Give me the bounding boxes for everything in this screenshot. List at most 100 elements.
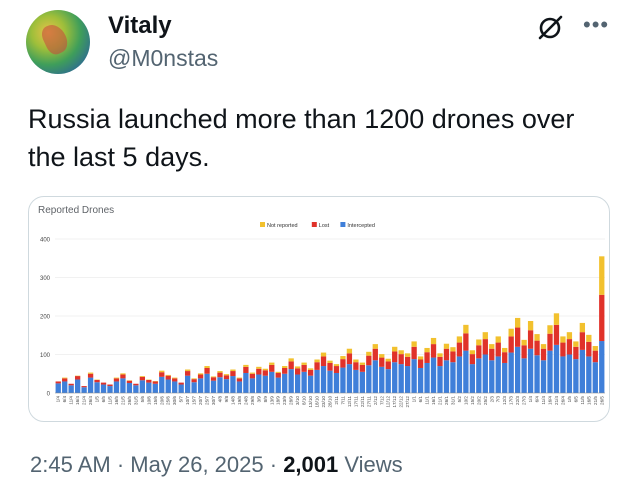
bar-not-reported [346, 348, 353, 354]
chart-title: Reported Drones [38, 205, 114, 216]
bar-lost [398, 354, 404, 365]
bar-intercepted [275, 377, 281, 393]
bar-intercepted [469, 364, 476, 393]
x-tick-label: 5/6 [140, 396, 145, 403]
more-icon[interactable]: ••• [583, 12, 610, 37]
bar-lost [178, 382, 184, 385]
bar-intercepted [100, 384, 107, 393]
x-tick-label: 7/3 [496, 396, 501, 403]
bar-lost [243, 366, 249, 373]
bar-lost [230, 371, 236, 377]
bar-lost [236, 378, 243, 382]
bar-intercepted [223, 379, 230, 393]
x-tick-label: 26/4 [88, 396, 93, 405]
bar-not-reported [320, 352, 327, 357]
x-tick-label: 31/5 [133, 396, 138, 405]
y-tick-label: 300 [40, 276, 51, 282]
x-tick-label: 26/1 [444, 396, 449, 405]
bar-intercepted [262, 375, 268, 393]
bar-intercepted [333, 372, 340, 393]
bar-not-reported [256, 366, 262, 369]
tweet-text: Russia launched more than 1200 drones ov… [28, 104, 575, 172]
grok-icon[interactable] [536, 14, 564, 42]
bar-lost [489, 348, 495, 361]
author-display-name[interactable]: Vitaly [108, 12, 172, 39]
bar-lost [107, 384, 113, 387]
bar-not-reported [385, 358, 391, 362]
bar-intercepted [184, 375, 191, 393]
x-tick-label: 27/3 [522, 396, 527, 405]
bar-lost [94, 379, 100, 383]
bar-not-reported [165, 374, 171, 376]
bar-not-reported [579, 322, 586, 333]
bar-not-reported [204, 366, 210, 368]
bar-lost [502, 352, 508, 363]
bar-not-reported [417, 356, 424, 360]
bar-intercepted [392, 362, 398, 393]
bar-not-reported [230, 369, 236, 372]
bar-intercepted [243, 372, 249, 393]
bar-intercepted [159, 376, 165, 393]
x-tick-label: 18/10 [315, 396, 320, 408]
bar-intercepted [282, 373, 288, 393]
x-tick-label: 8/9 [263, 396, 268, 403]
bar-lost [553, 324, 560, 345]
x-tick-label: 6/4 [62, 396, 67, 403]
bar-lost [269, 364, 275, 372]
x-tick-label: 2/3 [489, 396, 494, 403]
bar-lost [159, 372, 165, 377]
bar-intercepted [553, 344, 560, 393]
tweet-time[interactable]: 2:45 AM [30, 452, 111, 477]
tweet-date[interactable]: May 26, 2025 [130, 452, 264, 477]
bar-intercepted [560, 356, 566, 393]
bar-intercepted [165, 379, 171, 393]
x-tick-label: 16/1 [431, 396, 436, 405]
bar-lost [508, 336, 514, 353]
bar-intercepted [489, 360, 495, 393]
bar-not-reported [521, 339, 527, 346]
bar-intercepted [178, 384, 184, 393]
bar-intercepted [599, 341, 605, 393]
bar-lost [301, 364, 307, 372]
x-tick-label: 16/5 [114, 396, 119, 405]
x-tick-label: 22/11 [360, 396, 365, 408]
bar-intercepted [437, 366, 443, 393]
author-handle[interactable]: @M0nstas [108, 45, 219, 71]
bar-intercepted [217, 377, 223, 393]
bar-lost [87, 373, 94, 378]
bar-lost [437, 356, 443, 367]
bar-lost [256, 368, 262, 375]
bar-lost [385, 361, 391, 370]
x-tick-label: 10/6 [146, 396, 151, 405]
bar-not-reported [275, 371, 281, 373]
bar-not-reported [262, 368, 268, 371]
bar-intercepted [573, 359, 579, 393]
bar-intercepted [463, 350, 469, 393]
bar-lost [191, 379, 197, 383]
bar-not-reported [210, 376, 217, 378]
bar-not-reported [340, 356, 346, 360]
avatar[interactable] [26, 10, 90, 74]
bar-not-reported [366, 351, 372, 356]
chart-card[interactable]: Reported Drones 0 100 200 300 400 Not reporte… [28, 196, 610, 422]
bar-lost [197, 374, 204, 379]
reported-drones-chart: Reported Drones 0 100 200 300 400 Not reporte… [38, 205, 605, 408]
bar-not-reported [172, 377, 178, 379]
bar-intercepted [411, 359, 417, 393]
x-tick-label: 2/11 [334, 396, 339, 405]
views-count[interactable]: 2,001 [283, 452, 339, 477]
bar-not-reported [553, 313, 560, 325]
bar-not-reported [294, 366, 301, 369]
bar-lost [379, 357, 385, 367]
bar-intercepted [586, 356, 592, 393]
bar-intercepted [547, 350, 553, 393]
bar-lost [463, 333, 469, 351]
bar-intercepted [294, 374, 301, 393]
meta-separator: · [116, 452, 125, 477]
bar-intercepted [133, 385, 139, 393]
bar-lost [217, 372, 223, 378]
x-tick-label: 25/7 [205, 396, 210, 405]
x-tick-label: 24/8 [243, 396, 248, 405]
bar-lost [275, 372, 281, 378]
bar-not-reported [502, 347, 508, 353]
